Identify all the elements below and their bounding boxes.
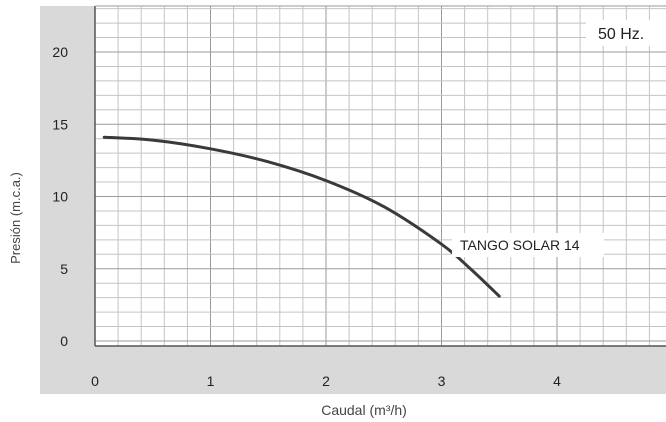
x-tick-label: 0 — [91, 373, 99, 389]
x-axis-label: Caudal (m³/h) — [321, 402, 407, 418]
y-tick-label: 0 — [60, 333, 68, 349]
x-tick-label: 2 — [322, 373, 330, 389]
x-tick-label: 1 — [207, 373, 215, 389]
frequency-badge: 50 Hz. — [598, 26, 644, 43]
y-tick-label: 5 — [60, 261, 68, 277]
x-tick-label: 3 — [438, 373, 446, 389]
x-axis-ticks: 0 1 2 3 4 — [91, 373, 561, 389]
bottom-axis-band — [40, 346, 666, 394]
series-label-background — [452, 233, 604, 257]
x-tick-label: 4 — [553, 373, 561, 389]
y-tick-label: 15 — [52, 116, 68, 132]
left-axis-band — [40, 6, 95, 346]
y-tick-label: 10 — [52, 189, 68, 205]
y-axis-label: Presión (m.c.a.) — [8, 172, 23, 264]
frequency-badge-background — [586, 20, 666, 46]
y-axis-ticks: 0 5 10 15 20 — [52, 44, 68, 349]
plot-area — [95, 6, 666, 346]
series-line-tango-solar-14 — [102, 135, 501, 298]
y-tick-label: 20 — [52, 44, 68, 60]
series-label: TANGO SOLAR 14 — [460, 237, 580, 253]
